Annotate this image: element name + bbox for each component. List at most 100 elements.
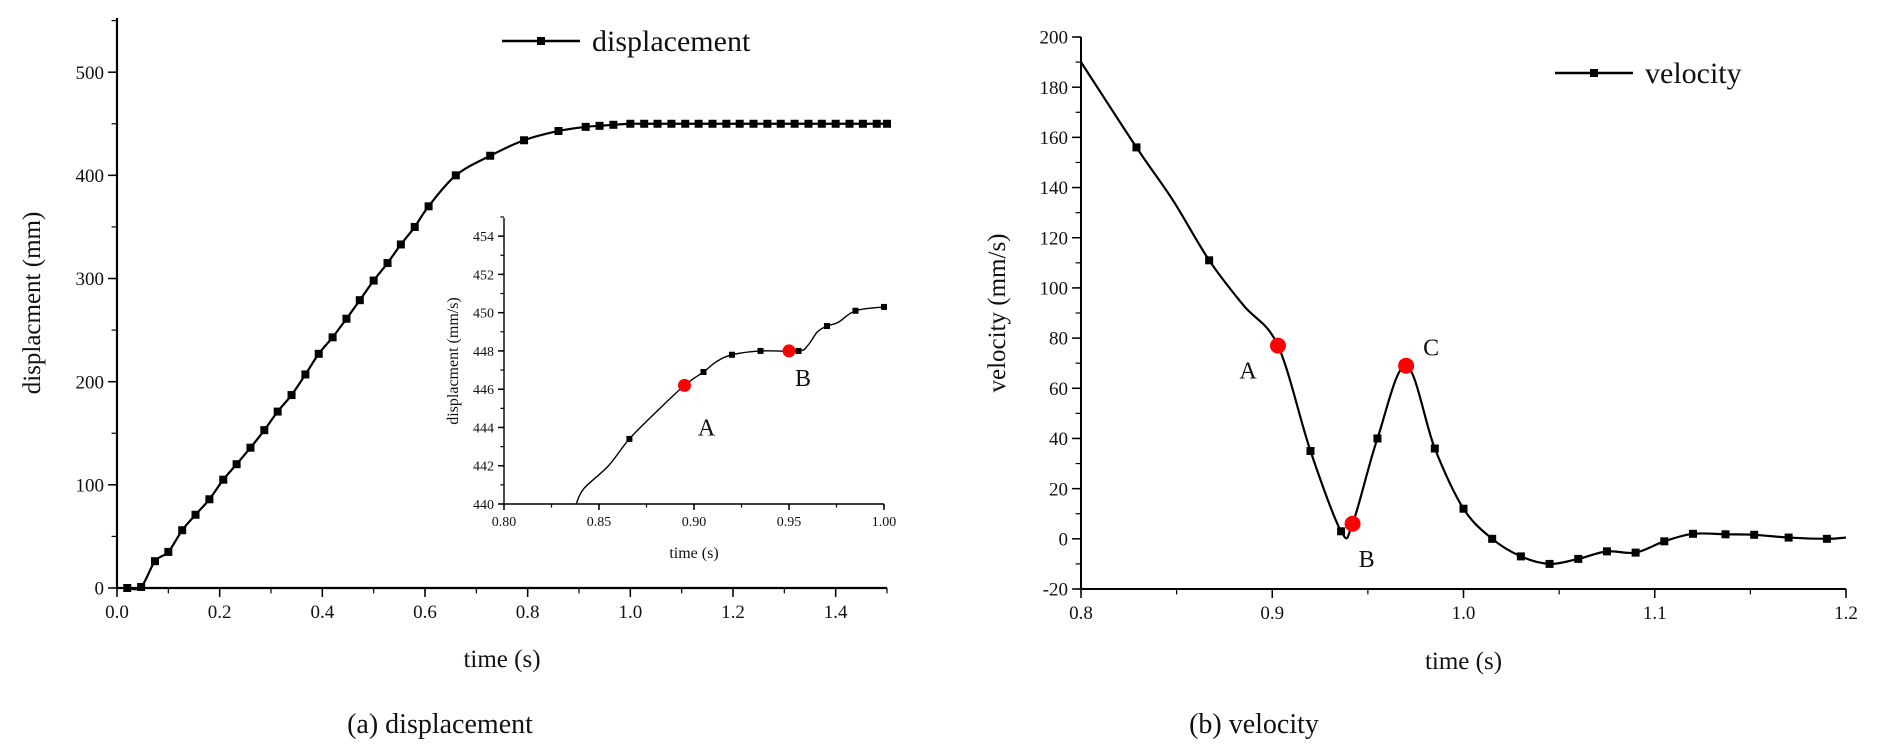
data-marker	[451, 171, 460, 180]
y-tick-label: 450	[473, 307, 494, 322]
point-label-a: A	[1239, 359, 1257, 385]
y-tick-label: 440	[473, 498, 494, 513]
data-marker	[831, 119, 840, 128]
x-tick-label: 0.8	[1069, 603, 1093, 624]
data-marker	[178, 526, 187, 535]
data-marker	[626, 435, 633, 442]
x-axis-label: time (s)	[1425, 648, 1502, 675]
highlight-point-b	[1344, 515, 1361, 532]
data-marker	[260, 426, 269, 435]
y-tick-label: 300	[76, 269, 105, 290]
data-marker	[667, 119, 676, 128]
x-tick-label: 0.90	[682, 515, 707, 530]
data-marker	[852, 307, 859, 314]
y-tick-label: 200	[1040, 28, 1069, 49]
y-tick-label: 448	[473, 345, 494, 360]
data-marker	[137, 582, 146, 591]
y-tick-label: 20	[1049, 479, 1068, 500]
data-marker	[383, 259, 392, 268]
velocity-chart: 0.8 0.9 1.0 1.1 1.2 -20 0 20 40 60 80 100 120 140 160 1…	[984, 28, 1858, 740]
data-marker	[273, 407, 282, 416]
y-tick-label: 446	[473, 383, 494, 398]
chart-caption: (a) displacement	[347, 709, 533, 740]
y-tick-label: 200	[76, 372, 105, 393]
y-tick-label: 442	[473, 460, 494, 475]
data-marker	[150, 557, 159, 566]
x-tick-label: 0.2	[208, 602, 232, 623]
data-marker	[757, 347, 764, 354]
data-marker	[776, 119, 785, 128]
y-tick-label: 60	[1049, 379, 1068, 400]
y-tick-label: 0	[1059, 529, 1069, 550]
y-tick-label: 180	[1040, 78, 1069, 99]
y-tick-label: 452	[473, 268, 494, 283]
chart-caption: (b) velocity	[1189, 709, 1319, 740]
y-axis-label: displacment (mm/s)	[445, 297, 462, 425]
data-marker	[486, 151, 495, 160]
series-line-displacement	[575, 306, 885, 505]
legend-label: displacement	[592, 25, 751, 58]
x-tick-label: 1.1	[1643, 603, 1667, 624]
displacement-chart: 0.0 0.2 0.4 0.6 0.8 1.0 1.2 1.4 0 100 200 300 400 500…	[19, 18, 891, 740]
data-marker	[681, 119, 690, 128]
data-marker	[790, 119, 799, 128]
point-label-a: A	[698, 415, 716, 441]
data-marker	[123, 584, 132, 592]
data-marker	[520, 136, 529, 145]
data-marker	[845, 119, 854, 128]
data-marker	[640, 119, 649, 128]
data-marker	[795, 347, 802, 354]
data-marker	[883, 119, 891, 128]
x-tick-label: 0.95	[777, 515, 802, 530]
data-marker	[749, 119, 758, 128]
data-marker	[1631, 548, 1640, 557]
data-marker	[1602, 547, 1611, 556]
data-marker	[1750, 530, 1759, 539]
x-tick-label: 0.0	[105, 602, 129, 623]
data-marker	[694, 119, 703, 128]
data-marker	[554, 126, 563, 135]
data-marker	[1721, 530, 1730, 539]
x-tick-label: 1.0	[1452, 603, 1476, 624]
data-marker	[804, 119, 813, 128]
x-tick-label: 1.2	[721, 602, 745, 623]
y-tick-label: 100	[1040, 279, 1069, 300]
data-marker	[355, 296, 364, 305]
data-marker	[1516, 552, 1525, 561]
data-marker	[872, 119, 881, 128]
data-marker	[581, 122, 590, 131]
data-marker	[369, 276, 378, 285]
x-tick-label: 1.2	[1834, 603, 1858, 624]
data-marker	[1488, 534, 1497, 543]
data-marker	[595, 121, 604, 130]
data-marker	[1373, 434, 1382, 443]
data-marker	[1205, 256, 1214, 265]
y-tick-label: 444	[473, 421, 494, 436]
data-marker	[700, 368, 707, 375]
data-marker	[626, 119, 635, 128]
data-marker	[653, 119, 662, 128]
x-tick-label: 0.9	[1260, 603, 1284, 624]
highlight-point-c	[1398, 357, 1415, 374]
data-marker	[314, 349, 323, 358]
series-line-velocity	[1080, 61, 1847, 566]
legend-label: velocity	[1645, 57, 1742, 90]
data-marker	[328, 333, 337, 342]
y-tick-label: 100	[76, 475, 105, 496]
data-marker	[1784, 533, 1793, 542]
data-marker	[342, 314, 351, 323]
data-marker	[763, 119, 772, 128]
data-marker	[1822, 534, 1831, 543]
y-tick-label: 0	[95, 579, 105, 600]
data-marker	[396, 240, 405, 249]
y-tick-label: 80	[1049, 329, 1068, 350]
point-label-b: B	[795, 366, 811, 392]
y-tick-label: 40	[1049, 429, 1068, 450]
data-marker	[735, 119, 744, 128]
data-marker	[287, 391, 296, 400]
x-tick-label: 1.4	[824, 602, 848, 623]
data-marker	[205, 495, 214, 504]
data-marker	[1660, 537, 1669, 546]
data-marker	[219, 475, 228, 484]
